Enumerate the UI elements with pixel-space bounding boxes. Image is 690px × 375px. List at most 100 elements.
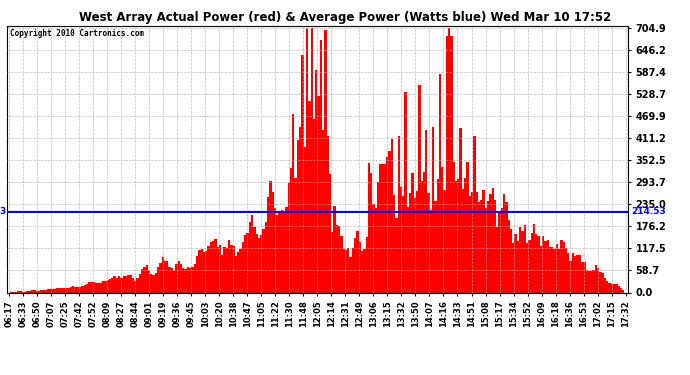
Bar <box>377 182 380 292</box>
Bar <box>604 278 606 292</box>
Bar <box>477 202 480 292</box>
Bar <box>522 231 524 292</box>
Bar <box>359 242 361 292</box>
Bar <box>402 196 404 292</box>
Bar <box>382 164 384 292</box>
Bar <box>535 234 538 292</box>
Bar <box>70 287 72 292</box>
Bar <box>308 100 310 292</box>
Bar <box>416 191 418 292</box>
Bar <box>97 282 100 292</box>
Bar <box>93 282 95 292</box>
Bar <box>116 278 118 292</box>
Bar <box>430 210 432 292</box>
Bar <box>118 276 120 292</box>
Bar <box>221 255 224 292</box>
Bar <box>228 240 230 292</box>
Bar <box>549 247 551 292</box>
Bar <box>253 227 255 292</box>
Bar <box>437 179 439 292</box>
Bar <box>109 279 111 292</box>
Bar <box>597 268 599 292</box>
Bar <box>191 267 194 292</box>
Bar <box>558 249 560 292</box>
Bar <box>274 209 276 292</box>
Bar <box>102 281 104 292</box>
Bar <box>572 253 574 292</box>
Bar <box>453 162 455 292</box>
Bar <box>281 210 283 292</box>
Bar <box>313 118 315 292</box>
Bar <box>302 55 304 292</box>
Bar <box>583 262 586 292</box>
Bar <box>574 256 576 292</box>
Bar <box>125 276 127 292</box>
Bar <box>45 290 47 292</box>
Bar <box>615 284 618 292</box>
Bar <box>356 231 359 292</box>
Bar <box>166 261 168 292</box>
Bar <box>524 225 526 292</box>
Bar <box>295 178 297 292</box>
Bar <box>540 246 542 292</box>
Bar <box>349 257 352 292</box>
Bar <box>505 202 508 292</box>
Bar <box>352 248 354 292</box>
Bar <box>189 268 191 292</box>
Bar <box>484 208 487 292</box>
Bar <box>466 162 469 292</box>
Bar <box>283 211 286 292</box>
Bar <box>258 238 260 292</box>
Bar <box>455 181 457 292</box>
Bar <box>86 284 88 292</box>
Bar <box>510 229 512 292</box>
Bar <box>134 280 137 292</box>
Bar <box>498 213 501 292</box>
Bar <box>47 289 49 292</box>
Bar <box>432 127 434 292</box>
Bar <box>79 287 81 292</box>
Bar <box>244 235 246 292</box>
Bar <box>609 283 611 292</box>
Bar <box>593 270 595 292</box>
Bar <box>482 190 484 292</box>
Bar <box>75 287 77 292</box>
Bar <box>224 248 226 292</box>
Bar <box>366 237 368 292</box>
Bar <box>315 70 317 292</box>
Bar <box>288 183 290 292</box>
Bar <box>272 192 274 292</box>
Bar <box>579 255 581 292</box>
Bar <box>460 128 462 292</box>
Bar <box>562 242 565 292</box>
Bar <box>292 114 295 292</box>
Bar <box>230 244 233 292</box>
Bar <box>538 236 540 292</box>
Bar <box>368 163 370 292</box>
Bar <box>397 136 400 292</box>
Bar <box>331 232 333 292</box>
Bar <box>345 250 347 292</box>
Bar <box>361 251 363 292</box>
Bar <box>83 285 86 292</box>
Bar <box>475 192 477 292</box>
Bar <box>613 284 615 292</box>
Bar <box>146 266 148 292</box>
Bar <box>496 227 498 292</box>
Bar <box>533 224 535 292</box>
Bar <box>418 85 420 292</box>
Bar <box>343 249 345 292</box>
Bar <box>512 243 515 292</box>
Bar <box>319 40 322 292</box>
Bar <box>439 74 441 292</box>
Bar <box>54 289 56 292</box>
Bar <box>393 195 395 292</box>
Bar <box>49 290 52 292</box>
Bar <box>269 182 272 292</box>
Bar <box>354 238 356 292</box>
Bar <box>413 198 416 292</box>
Bar <box>444 190 446 292</box>
Bar <box>515 234 517 292</box>
Bar <box>22 291 24 292</box>
Bar <box>267 197 269 292</box>
